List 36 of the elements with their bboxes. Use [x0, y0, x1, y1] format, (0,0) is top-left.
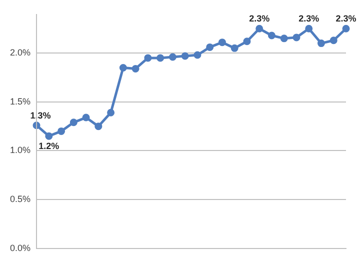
point [144, 54, 152, 62]
point [292, 34, 300, 42]
point [94, 122, 102, 130]
y-tick-label: 0.0% [10, 242, 31, 253]
data-label: 2.3% [249, 14, 270, 24]
data-label: 1.2% [38, 141, 60, 152]
data-label: 1.3% [30, 110, 51, 120]
data-label: 2.3% [298, 14, 320, 24]
point [58, 127, 66, 135]
point [256, 24, 264, 32]
point [305, 24, 313, 32]
point [181, 52, 189, 60]
point [70, 118, 78, 126]
point [342, 24, 350, 32]
point [317, 40, 325, 48]
data-label: 2.3% [336, 14, 356, 24]
y-tick-label: 0.5% [10, 194, 31, 204]
point [194, 51, 202, 59]
point [168, 53, 176, 61]
y-tick-label: 2.0% [10, 48, 31, 58]
point [32, 122, 40, 130]
point [243, 38, 251, 46]
point [206, 43, 214, 51]
point [280, 34, 288, 42]
point [156, 54, 164, 62]
point [82, 114, 90, 122]
point [268, 32, 276, 40]
point [132, 64, 140, 72]
point [218, 38, 226, 46]
point [119, 64, 127, 72]
y-tick-label: 1.5% [10, 96, 31, 106]
point [230, 44, 238, 52]
point [330, 36, 338, 44]
point [45, 132, 53, 140]
y-tick-label: 1.0% [10, 145, 31, 156]
point [107, 108, 115, 116]
